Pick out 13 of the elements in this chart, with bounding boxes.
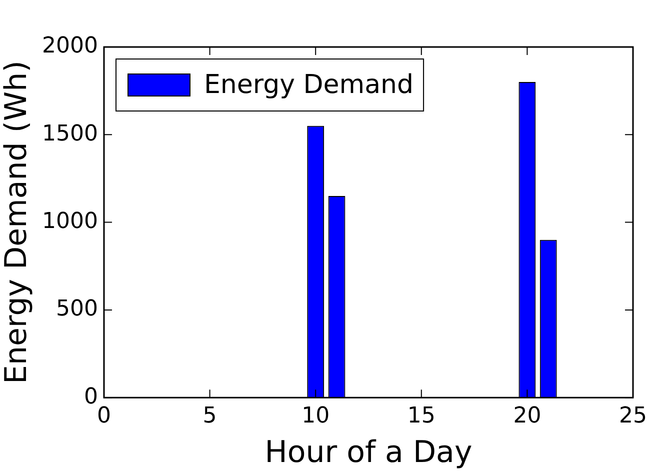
y-tick-label: 2000 bbox=[42, 34, 98, 59]
y-tick-label: 1000 bbox=[42, 209, 98, 234]
x-tick-label: 15 bbox=[407, 404, 436, 429]
legend-label: Energy Demand bbox=[204, 70, 414, 100]
y-tick-label: 1500 bbox=[42, 121, 98, 146]
y-axis-title: Energy Demand (Wh) bbox=[0, 60, 34, 384]
x-tick-label: 5 bbox=[202, 404, 217, 429]
x-tick-label: 20 bbox=[513, 404, 542, 429]
y-tick-label: 500 bbox=[56, 296, 98, 322]
x-tick-label: 10 bbox=[302, 404, 330, 429]
x-tick-label: 25 bbox=[619, 404, 647, 429]
x-axis-title: Hour of a Day bbox=[264, 434, 472, 470]
y-tick-label: 0 bbox=[84, 384, 98, 410]
